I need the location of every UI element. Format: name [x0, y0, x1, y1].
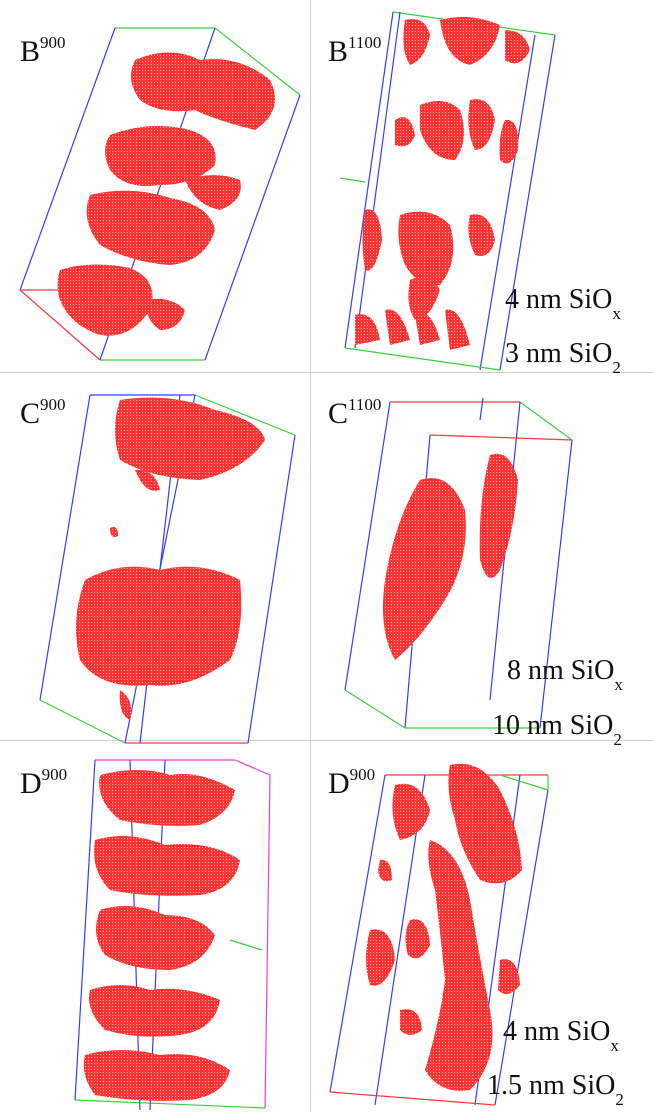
panel-c1100-volume: [344, 397, 573, 729]
layer-thickness-annotation: 3 nm SiO2: [505, 338, 621, 376]
column-divider: [310, 0, 311, 1112]
annotation-subscript: x: [612, 303, 621, 323]
annotation-text: 1.5 nm SiO: [487, 1070, 616, 1101]
panel-label-letter: D: [328, 767, 350, 800]
annotation-subscript: x: [614, 674, 623, 694]
panel-label-letter: D: [20, 767, 42, 800]
annotation-subscript: x: [610, 1035, 619, 1055]
panel-label-temperature: 900: [41, 765, 68, 784]
annotation-text: 3 nm SiO: [505, 338, 613, 369]
panel-d900b-volume: [329, 763, 549, 1106]
panel-label-temperature: 1100: [348, 33, 382, 52]
panel-c900-volume: [39, 394, 296, 744]
panel-label-temperature: 900: [349, 765, 376, 784]
panel-label-letter: B: [328, 35, 349, 68]
panel-label-letter: C: [328, 397, 349, 430]
layer-thickness-annotation: 1.5 nm SiO2: [487, 1070, 624, 1108]
annotation-subscript: 2: [612, 357, 621, 377]
panel-label-temperature: 900: [40, 395, 66, 414]
annotation-text: 8 nm SiO: [507, 655, 615, 686]
panel-label-letter: B: [20, 35, 41, 68]
row-divider: [0, 740, 654, 741]
panel-d900a-volume: [74, 759, 271, 1111]
cluster-shapes: [57, 52, 275, 336]
panel-label-d900b: D900: [328, 765, 376, 800]
annotation-subscript: 2: [613, 729, 622, 749]
annotation-text: 4 nm SiO: [505, 284, 613, 315]
layer-thickness-annotation: 8 nm SiOx: [507, 655, 623, 693]
panel-b1100-volume: [339, 11, 556, 371]
panel-label-b1100: B1100: [328, 33, 382, 68]
panel-label-temperature: 1100: [348, 395, 382, 414]
row-divider: [0, 372, 654, 373]
layer-thickness-annotation: 10 nm SiO2: [492, 710, 622, 748]
panel-label-c1100: C1100: [328, 395, 382, 430]
annotation-text: 4 nm SiO: [503, 1016, 611, 1047]
panel-label-letter: C: [20, 397, 41, 430]
panel-label-d900a: D900: [20, 765, 68, 800]
panel-label-c900: C900: [20, 395, 66, 430]
annotation-subscript: 2: [615, 1089, 624, 1109]
layer-thickness-annotation: 4 nm SiOx: [505, 284, 621, 322]
panel-label-temperature: 900: [40, 33, 66, 52]
panel-label-b900: B900: [20, 33, 66, 68]
panel-b900-volume: [19, 27, 301, 361]
annotation-text: 10 nm SiO: [492, 710, 614, 741]
layer-thickness-annotation: 4 nm SiOx: [503, 1016, 619, 1054]
